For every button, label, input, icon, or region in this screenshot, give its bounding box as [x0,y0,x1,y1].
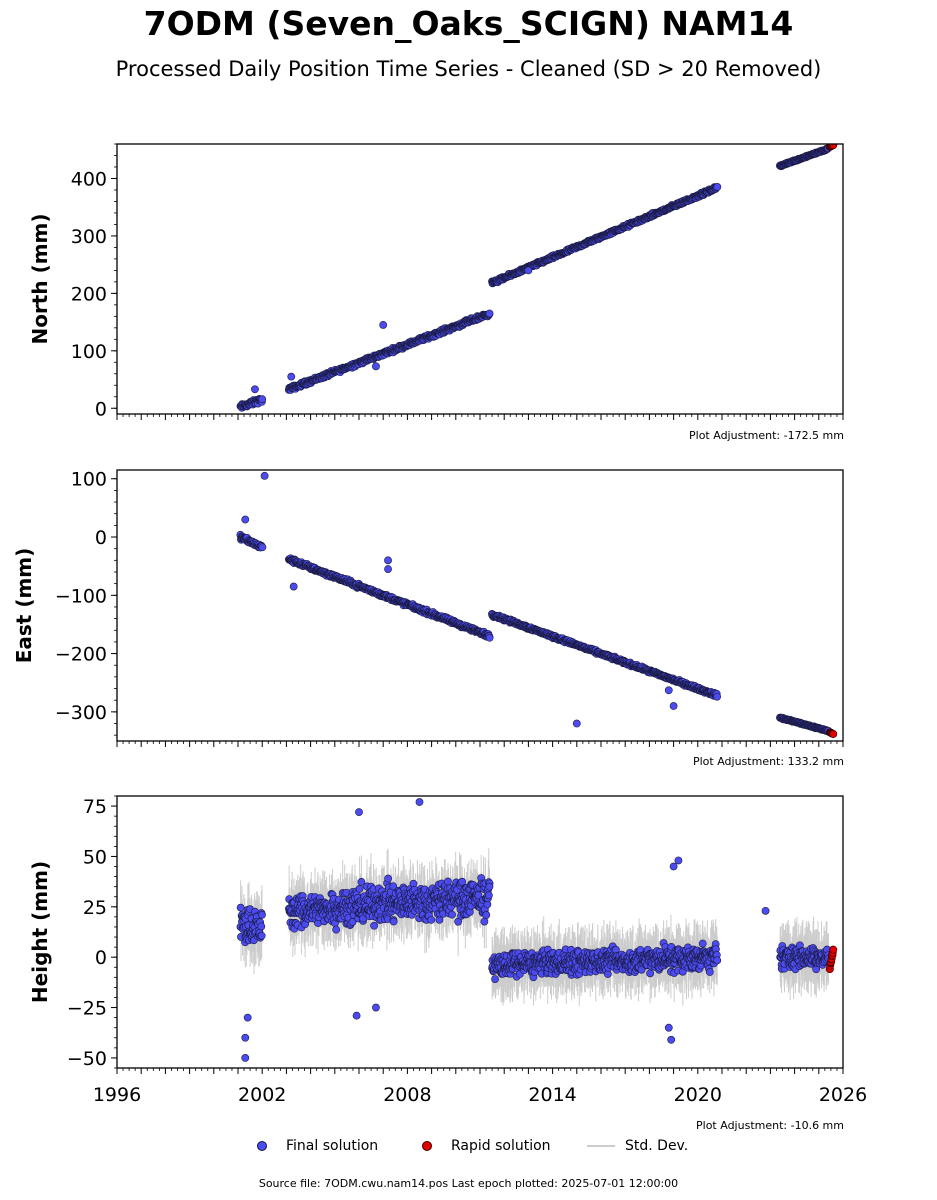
data-point [485,882,494,891]
y-tick-label: 0 [95,527,107,549]
outlier-point [669,702,678,710]
plot-area [236,471,838,738]
final-points [236,798,833,1062]
data-point [480,917,489,926]
data-point [484,891,493,900]
outlier-point [241,515,250,524]
y-tick-label: −200 [55,644,107,666]
outlier-point [664,686,673,695]
data-point [713,183,722,191]
y-tick-label: −300 [55,702,107,724]
x-ticks [116,414,844,420]
data-point [258,395,267,404]
data-point [485,633,494,642]
data-point [357,877,366,886]
rapid-point [829,144,838,150]
data-point [236,903,245,912]
outlier-point [379,321,388,329]
data-point [482,911,491,919]
data-point [355,884,364,893]
data-point [332,925,341,934]
y-axis-label: North (mm) [28,213,52,344]
data-point [458,877,467,886]
panel-north: 0 100 200 300 400 North (mm) [28,143,844,420]
data-point [258,543,267,552]
data-point [389,917,398,926]
y-tick-label: 0 [95,398,107,420]
outlier-point [524,266,533,275]
y-tick-label: 400 [71,168,107,190]
y-axis-label: East (mm) [12,548,36,664]
data-point [258,910,266,919]
y-ticks [111,143,117,409]
data-point [491,975,499,984]
chart-subtitle: Processed Daily Position Time Series - C… [115,57,822,81]
data-point [257,931,266,940]
rapid-points [825,728,838,738]
data-point [384,874,393,883]
outlier-point [384,565,392,573]
outlier-point [251,385,259,394]
outlier-point [384,556,392,565]
outlier-point [289,582,298,591]
panel-height: 1996 2002 2008 2014 2020 20267550250−25−50Hei… [28,795,867,1106]
plot-area [236,798,838,1062]
y-tick-label: 100 [71,341,107,363]
data-point [427,915,436,924]
y-ticks [111,478,117,736]
plot-frame [116,143,844,415]
y-tick-label: 300 [71,226,107,248]
outlier-point [572,719,581,728]
outlier-point [372,362,380,371]
data-point [448,910,456,919]
rapid-points [825,144,838,151]
data-point [485,309,494,318]
panel-east: 100 0 −100 −200 −300 East (mm) [12,469,844,747]
data-point [474,891,483,900]
outlier-point [287,372,296,381]
final-points [236,471,833,736]
data-point [257,922,266,931]
rapid-point [829,730,838,738]
chart-title: 7ODM (Seven_Oaks_SCIGN) NAM14 [143,4,794,43]
final-points [236,144,833,412]
data-point [389,882,398,891]
y-tick-label: 200 [71,283,107,305]
y-tick-label: −100 [55,585,107,607]
plot-frame [116,469,844,742]
data-point [444,877,452,886]
data-point [713,692,721,701]
outlier-point [260,471,269,480]
x-ticks [116,741,844,747]
plot-area [236,144,838,412]
data-point [370,921,379,930]
std-dev-bars [239,848,829,1006]
y-tick-label: 100 [71,469,107,491]
